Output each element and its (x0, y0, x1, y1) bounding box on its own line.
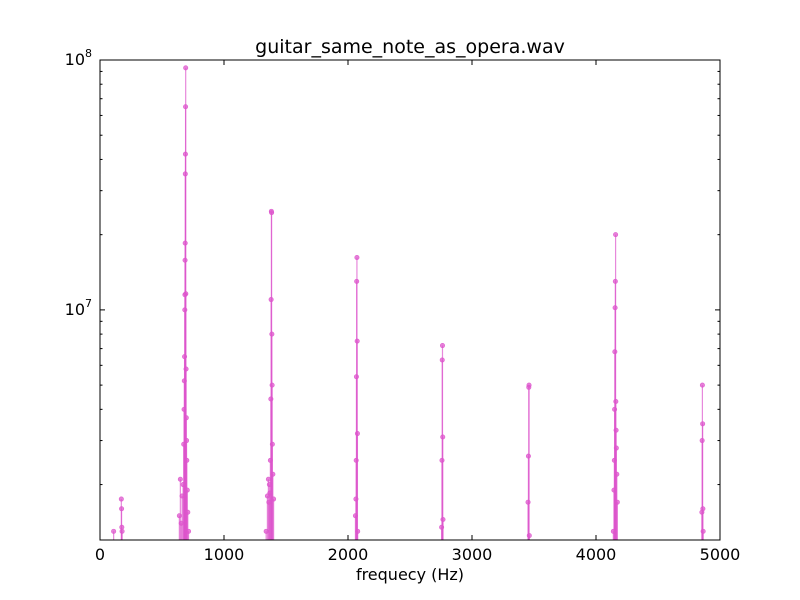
data-point-21 (183, 65, 189, 71)
data-point-78 (614, 499, 620, 505)
data-point-33 (266, 499, 272, 505)
data-point-42 (269, 382, 275, 388)
x-tick-label-1: 1000 (204, 545, 245, 564)
data-point-13 (182, 354, 188, 360)
data-point-48 (353, 457, 359, 463)
data-point-68 (611, 457, 617, 463)
data-point-2 (119, 506, 125, 512)
data-point-70 (612, 349, 618, 355)
data-point-72 (612, 278, 618, 284)
data-point-8 (179, 493, 185, 499)
data-point-50 (354, 278, 360, 284)
data-point-64 (526, 382, 532, 388)
y-tick-label-0: 107 (65, 297, 92, 319)
data-point-73 (613, 232, 619, 238)
data-point-81 (699, 382, 705, 388)
data-point-4 (119, 528, 125, 534)
x-tick-label-5: 5000 (700, 545, 741, 564)
data-point-69 (612, 406, 618, 412)
data-point-1 (118, 496, 124, 502)
data-point-60 (440, 516, 446, 522)
data-point-18 (182, 171, 188, 177)
data-point-52 (354, 338, 360, 344)
data-point-29 (186, 528, 192, 534)
data-point-56 (439, 457, 445, 463)
data-point-19 (182, 151, 188, 157)
data-point-26 (184, 457, 190, 463)
data-point-27 (184, 487, 190, 493)
data-point-23 (183, 366, 189, 372)
data-point-47 (353, 496, 359, 502)
data-point-66 (610, 528, 616, 534)
x-tick-label-2: 2000 (328, 545, 369, 564)
data-point-58 (439, 343, 445, 349)
data-point-62 (525, 453, 531, 459)
data-point-32 (265, 476, 271, 482)
data-point-34 (266, 482, 272, 488)
data-point-38 (268, 297, 274, 303)
data-point-74 (613, 398, 619, 404)
data-point-10 (181, 441, 187, 447)
data-point-71 (612, 305, 618, 311)
data-point-3 (119, 524, 125, 530)
y-axis: 107 108 (65, 47, 720, 486)
data-point-20 (183, 104, 189, 110)
data-point-61 (525, 499, 531, 505)
data-point-17 (182, 240, 188, 246)
x-tick-label-0: 0 (95, 545, 105, 564)
data-point-84 (700, 528, 706, 534)
data-point-25 (184, 438, 190, 444)
data-point-37 (268, 396, 274, 402)
data-point-24 (183, 415, 189, 421)
data-point-12 (181, 378, 187, 384)
data-point-83 (700, 506, 706, 512)
data-point-30 (263, 528, 269, 534)
data-point-65 (526, 533, 532, 539)
x-axis-label: frequecy (Hz) (356, 565, 464, 584)
data-point-57 (439, 357, 445, 363)
data-point-53 (354, 431, 360, 437)
data-point-41 (269, 331, 275, 337)
data-point-75 (613, 427, 619, 433)
data-point-40 (269, 210, 275, 216)
data-point-54 (355, 528, 361, 534)
data-point-6 (177, 476, 183, 482)
data-point-35 (267, 490, 273, 496)
data-point-43 (269, 441, 275, 447)
data-point-16 (182, 257, 188, 263)
data-point-77 (614, 471, 620, 477)
data-point-46 (352, 513, 358, 519)
data-point-7 (178, 520, 184, 526)
data-point-76 (613, 445, 619, 451)
x-axis: 0 1000 2000 3000 4000 5000 (95, 60, 740, 564)
data-point-44 (270, 471, 276, 477)
data-point-0 (111, 528, 117, 534)
series-layer (111, 65, 706, 540)
y-tick-label-1: 108 (65, 47, 92, 69)
data-point-55 (439, 524, 445, 530)
data-point-82 (700, 421, 706, 427)
data-point-80 (699, 438, 705, 444)
x-tick-label-4: 4000 (576, 545, 617, 564)
data-point-51 (354, 255, 360, 261)
x-tick-label-3: 3000 (452, 545, 493, 564)
data-point-59 (440, 434, 446, 440)
data-point-67 (611, 487, 617, 493)
chart-title: guitar_same_note_as_opera.wav (255, 36, 565, 58)
data-point-36 (267, 457, 273, 463)
data-point-5 (176, 513, 182, 519)
data-point-22 (183, 291, 189, 297)
data-point-14 (182, 307, 188, 313)
data-point-28 (185, 509, 191, 515)
plot-frame (99, 59, 721, 541)
data-point-11 (181, 406, 187, 412)
data-point-45 (271, 496, 277, 502)
data-point-49 (353, 374, 359, 380)
data-point-9 (180, 482, 186, 488)
